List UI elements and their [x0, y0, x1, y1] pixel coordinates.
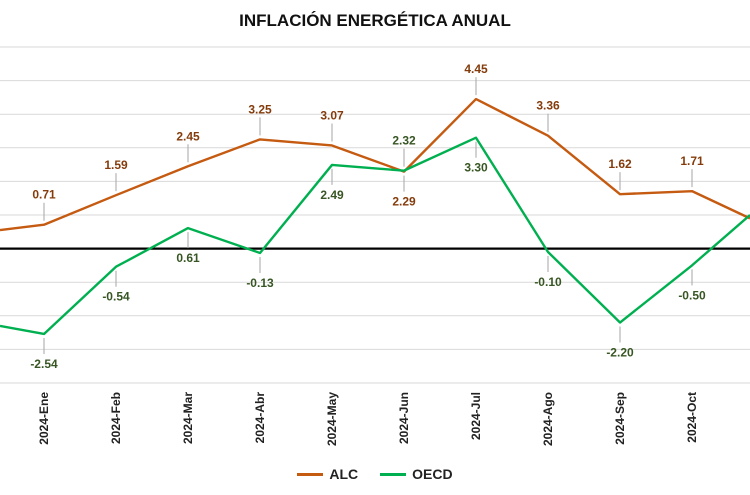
- legend-item-alc[interactable]: ALC: [297, 466, 358, 482]
- x-tick-label: 2024-Mar: [181, 392, 195, 444]
- data-label: 3.25: [248, 102, 272, 116]
- data-label: -2.54: [30, 357, 58, 371]
- data-label: 4.45: [464, 62, 488, 76]
- data-label: 2.32: [392, 134, 416, 148]
- series-line-oecd: [0, 136, 750, 336]
- series-line-alc: [0, 97, 750, 232]
- data-label: 0.61: [176, 251, 200, 265]
- chart-title: INFLACIÓN ENERGÉTICA ANUAL: [239, 11, 511, 30]
- data-label: -2.20: [606, 346, 634, 360]
- legend-label-oecd: OECD: [412, 466, 453, 482]
- x-tick-label: 2024-May: [325, 392, 339, 446]
- data-label: -0.54: [102, 290, 130, 304]
- legend-swatch-alc: [297, 472, 324, 476]
- legend: ALC OECD: [0, 466, 750, 482]
- x-tick-label: 2024-Ago: [541, 392, 555, 446]
- legend-swatch-oecd: [380, 472, 407, 476]
- data-label: 2.45: [176, 129, 200, 143]
- data-label: 1.71: [680, 154, 704, 168]
- x-tick-label: 2024-Oct: [685, 392, 699, 443]
- x-tick-label: 2024-Sep: [613, 392, 627, 445]
- x-tick-label: 2024-Feb: [109, 392, 123, 444]
- data-label: 3.36: [536, 99, 560, 113]
- data-label: -0.10: [534, 275, 562, 289]
- x-tick-label: 2024-Jun: [397, 392, 411, 444]
- data-label: 0.71: [32, 188, 56, 202]
- data-label: -0.50: [678, 288, 706, 302]
- legend-item-oecd[interactable]: OECD: [380, 466, 453, 482]
- data-label: 3.07: [320, 108, 344, 122]
- data-label: 2.49: [320, 188, 344, 202]
- data-label: -0.13: [246, 276, 274, 290]
- data-label: 2.29: [392, 195, 416, 209]
- x-tick-label: 2024-Jul: [469, 392, 483, 440]
- x-tick-label: 2024-Ene: [37, 392, 51, 445]
- data-label: 1.59: [104, 158, 128, 172]
- x-tick-label: 2024-Abr: [253, 392, 267, 444]
- data-label: 1.62: [608, 157, 632, 171]
- data-label: 3.30: [464, 161, 488, 175]
- legend-label-alc: ALC: [329, 466, 359, 482]
